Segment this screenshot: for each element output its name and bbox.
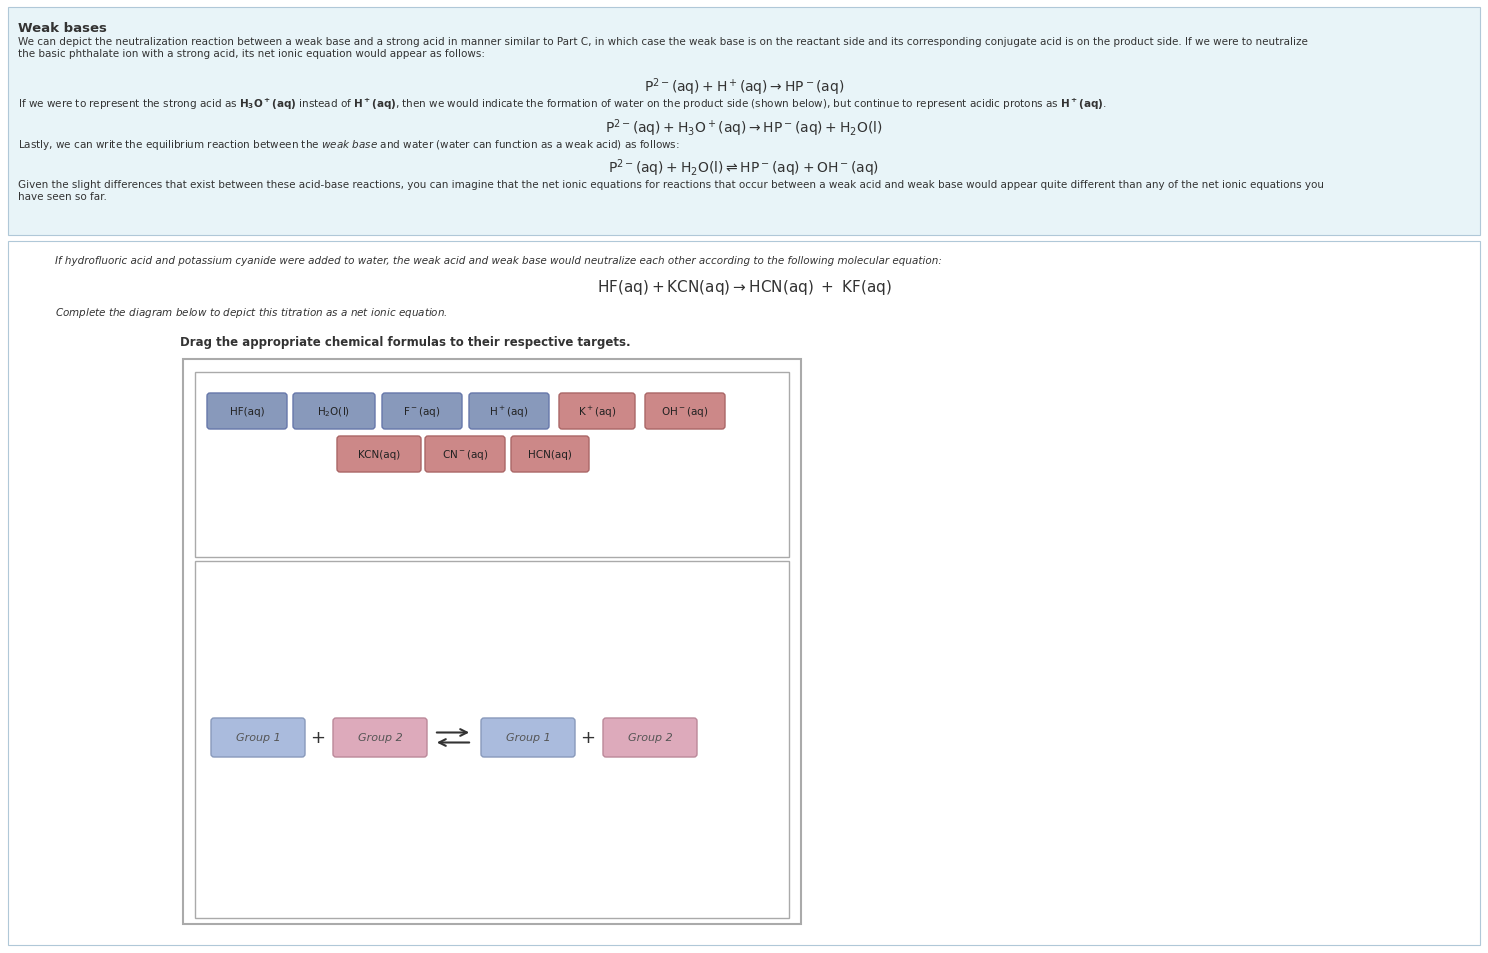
Text: $\mathrm{P^{2-}(aq) + H_3O^+(aq) \rightarrow HP^-(aq) + H_2O(l)}$: $\mathrm{P^{2-}(aq) + H_3O^+(aq) \righta…: [606, 117, 882, 138]
Text: Drag the appropriate chemical formulas to their respective targets.: Drag the appropriate chemical formulas t…: [180, 335, 631, 349]
Text: $\mathrm{P^{2-}(aq) + H_2O(l) \rightleftharpoons HP^-(aq) + OH^-(aq)}$: $\mathrm{P^{2-}(aq) + H_2O(l) \rightleft…: [609, 157, 879, 178]
Text: HF(aq): HF(aq): [229, 407, 265, 416]
FancyBboxPatch shape: [426, 436, 504, 473]
Text: Lastly, we can write the equilibrium reaction between the $\mathit{weak\ base}$ : Lastly, we can write the equilibrium rea…: [18, 138, 680, 152]
FancyBboxPatch shape: [195, 373, 789, 558]
FancyBboxPatch shape: [207, 394, 287, 430]
FancyBboxPatch shape: [333, 719, 427, 758]
Text: If we were to represent the strong acid as $\mathbf{H_3O^+}$$\mathbf{(aq)}$ inst: If we were to represent the strong acid …: [18, 97, 1107, 112]
Text: F$^-$(aq): F$^-$(aq): [403, 405, 440, 418]
Text: $\mathrm{P^{2-}(aq) + H^+(aq) \rightarrow HP^-(aq)}$: $\mathrm{P^{2-}(aq) + H^+(aq) \rightarro…: [644, 76, 844, 97]
Text: Given the slight differences that exist between these acid-base reactions, you c: Given the slight differences that exist …: [18, 180, 1324, 201]
FancyBboxPatch shape: [382, 394, 461, 430]
FancyBboxPatch shape: [7, 242, 1481, 945]
Text: H$_2$O(l): H$_2$O(l): [317, 405, 351, 418]
FancyBboxPatch shape: [211, 719, 305, 758]
Text: +: +: [311, 729, 326, 747]
Text: KCN(aq): KCN(aq): [359, 450, 400, 459]
Text: K$^+$(aq): K$^+$(aq): [577, 404, 616, 419]
Text: Group 2: Group 2: [357, 733, 402, 742]
Text: HCN(aq): HCN(aq): [528, 450, 571, 459]
FancyBboxPatch shape: [510, 436, 589, 473]
Text: Weak bases: Weak bases: [18, 22, 107, 35]
FancyBboxPatch shape: [603, 719, 696, 758]
FancyBboxPatch shape: [293, 394, 375, 430]
Text: Group 1: Group 1: [506, 733, 551, 742]
FancyBboxPatch shape: [183, 359, 801, 924]
Text: If hydrofluoric acid and potassium cyanide were added to water, the weak acid an: If hydrofluoric acid and potassium cyani…: [55, 255, 942, 266]
FancyBboxPatch shape: [7, 8, 1481, 235]
FancyBboxPatch shape: [559, 394, 635, 430]
FancyBboxPatch shape: [481, 719, 574, 758]
FancyBboxPatch shape: [644, 394, 725, 430]
FancyBboxPatch shape: [195, 561, 789, 918]
Text: H$^+$(aq): H$^+$(aq): [490, 404, 528, 419]
Text: Group 1: Group 1: [235, 733, 280, 742]
FancyBboxPatch shape: [336, 436, 421, 473]
Text: OH$^-$(aq): OH$^-$(aq): [661, 405, 708, 418]
Text: $\mathrm{HF(aq) + KCN(aq) \rightarrow HCN(aq) \ + \ KF(aq)}$: $\mathrm{HF(aq) + KCN(aq) \rightarrow HC…: [597, 277, 891, 296]
FancyBboxPatch shape: [469, 394, 549, 430]
Text: Complete the diagram below to depict this titration as a $\mathit{net\ ionic}$ e: Complete the diagram below to depict thi…: [55, 306, 448, 319]
Text: +: +: [580, 729, 595, 747]
Text: We can depict the neutralization reaction between a weak base and a strong acid : We can depict the neutralization reactio…: [18, 37, 1308, 58]
Text: Group 2: Group 2: [628, 733, 673, 742]
Text: CN$^-$(aq): CN$^-$(aq): [442, 448, 488, 461]
